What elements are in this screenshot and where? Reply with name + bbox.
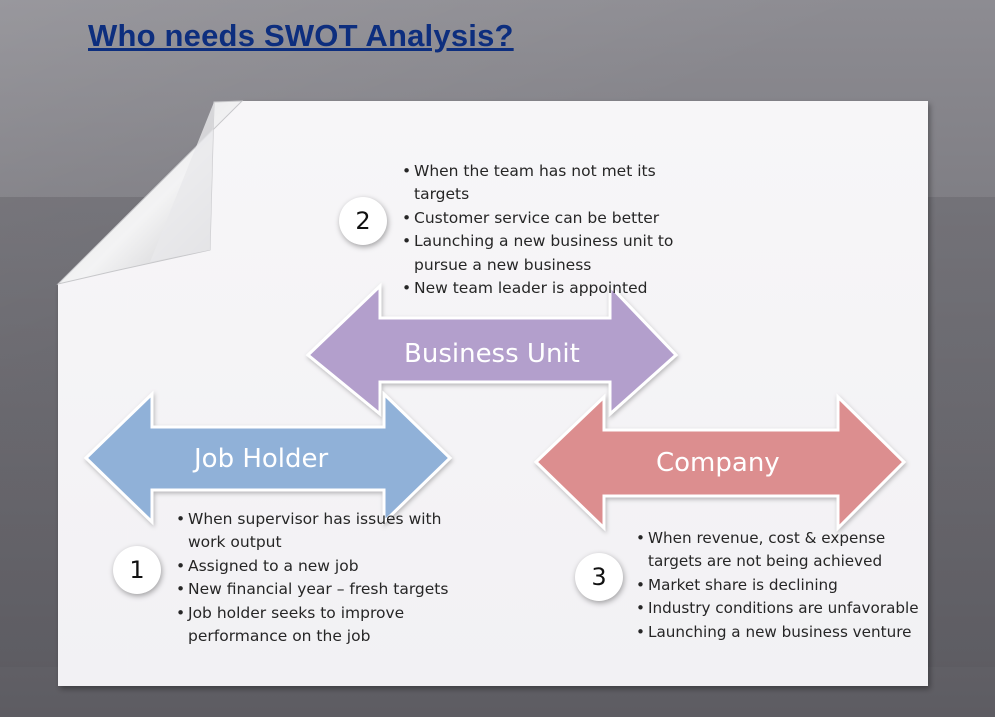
list-item: Assigned to a new job xyxy=(176,555,448,579)
number-badge-2: 2 xyxy=(339,197,387,245)
list-item: Launching a new business venture xyxy=(636,621,919,645)
company-label: Company xyxy=(656,448,780,478)
business-unit-arrow xyxy=(305,282,679,418)
list-item: New team leader is appointed xyxy=(402,277,673,301)
business-unit-label: Business Unit xyxy=(404,339,580,369)
list-item: Market share is declining xyxy=(636,574,919,598)
list-item: New financial year – fresh targets xyxy=(176,578,448,602)
number-badge-1: 1 xyxy=(113,546,161,594)
list-item: Customer service can be better xyxy=(402,207,673,231)
job-holder-arrow xyxy=(83,390,453,526)
job-holder-label: Job Holder xyxy=(194,444,329,474)
company-arrow xyxy=(533,393,907,532)
number-badge-3: 3 xyxy=(575,553,623,601)
slide-title: Who needs SWOT Analysis? xyxy=(88,18,514,53)
list-item: Industry conditions are unfavorable xyxy=(636,597,919,621)
